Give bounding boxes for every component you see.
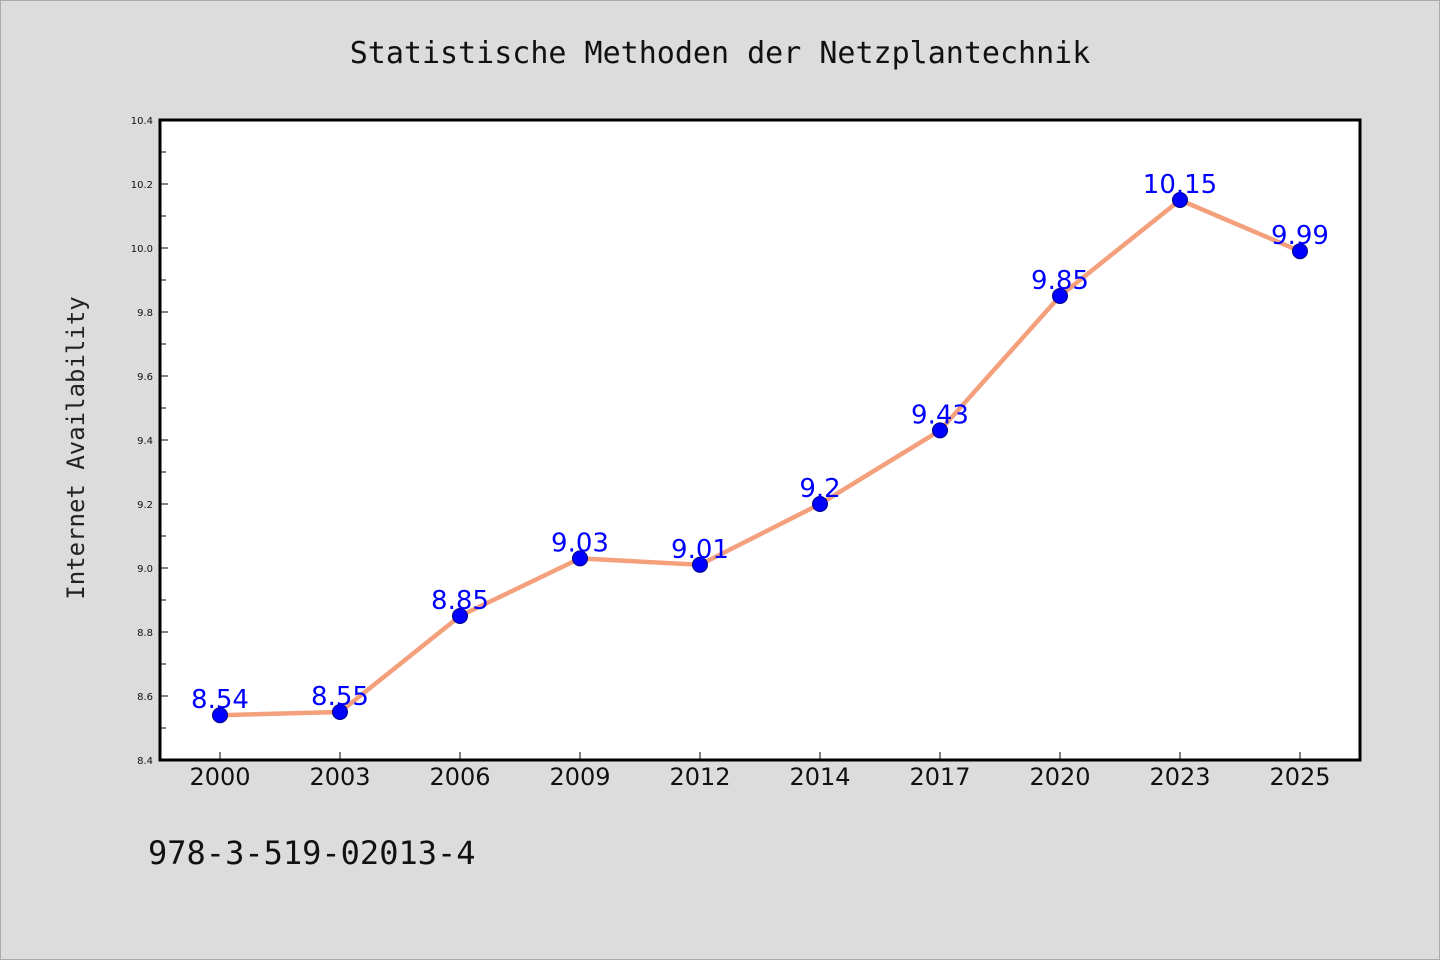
y-tick-label: 10.4	[131, 116, 153, 127]
data-label: 9.99	[1271, 221, 1329, 251]
x-tick-label: 2017	[909, 763, 970, 791]
data-label: 9.43	[911, 400, 969, 430]
data-point	[452, 608, 468, 624]
x-tick-label: 2025	[1269, 763, 1330, 791]
x-tick-label: 2012	[669, 763, 730, 791]
x-axis-ticks: 2000 2003 2006 2009 2012 2014 2017 2020 2023 2025	[189, 752, 1331, 791]
data-label: 9.2	[799, 474, 840, 504]
data-point	[1172, 192, 1188, 208]
plot-area	[158, 118, 1362, 762]
data-point	[572, 550, 588, 567]
x-tick-label: 2003	[309, 763, 370, 791]
x-tick-label: 2000	[189, 763, 250, 791]
y-tick-label: 8.4	[137, 756, 153, 767]
data-point	[812, 496, 828, 512]
x-tick-label: 2009	[549, 763, 610, 791]
data-label: 8.85	[431, 586, 489, 616]
y-axis-label: Internet Availability	[62, 296, 90, 599]
y-axis-ticks: 8.4 8.6 8.8 9.0 9.2 9.4 9.6 9.8 10.0 10.2 10.4	[131, 116, 168, 767]
data-label: 9.85	[1031, 266, 1089, 296]
y-tick-label: 9.4	[137, 436, 153, 447]
x-tick-label: 2006	[429, 763, 490, 791]
data-point	[1052, 288, 1068, 304]
data-point	[332, 704, 348, 720]
chart-title: Statistische Methoden der Netzplantechni…	[350, 36, 1091, 71]
data-point	[1292, 243, 1308, 260]
x-tick-label: 2020	[1029, 763, 1090, 791]
data-label: 10.15	[1143, 170, 1217, 200]
y-tick-label: 8.8	[137, 628, 153, 639]
data-label: 9.01	[671, 535, 729, 565]
data-label: 9.03	[551, 528, 609, 558]
y-tick-label: 9.2	[137, 500, 153, 511]
data-series	[212, 192, 1308, 724]
data-label: 8.54	[191, 685, 249, 715]
x-tick-label: 2023	[1149, 763, 1210, 791]
series-line	[219, 197, 1301, 718]
data-point	[932, 422, 948, 439]
data-label: 8.55	[311, 682, 369, 712]
data-point	[692, 556, 708, 573]
y-tick-label: 9.6	[137, 372, 153, 383]
data-labels: 8.54 8.55 8.85 9.03 9.01 9.2 9.43 9.85 10.15 9.99	[191, 170, 1329, 715]
y-tick-label: 9.0	[137, 564, 153, 575]
y-tick-label: 10.0	[131, 244, 153, 255]
x-tick-label: 2014	[789, 763, 850, 791]
y-tick-label: 9.8	[137, 308, 153, 319]
y-tick-label: 8.6	[137, 692, 153, 703]
data-point	[212, 707, 228, 724]
y-tick-label: 10.2	[131, 180, 153, 191]
isbn-text: 978-3-519-02013-4	[148, 834, 476, 872]
